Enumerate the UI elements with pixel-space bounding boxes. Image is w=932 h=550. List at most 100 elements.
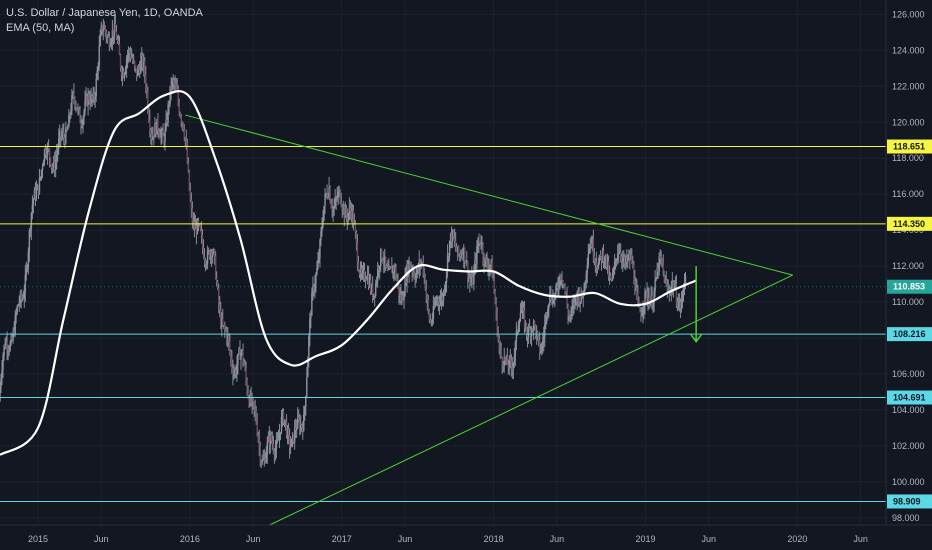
price-tick-label: 126.000 [892, 9, 925, 19]
candle-body [169, 85, 171, 104]
candle-body [612, 269, 615, 274]
candle-body [568, 315, 570, 317]
candle-body [188, 170, 191, 190]
candle-body [263, 457, 265, 461]
level-tag [887, 390, 932, 405]
candle-body [139, 69, 141, 74]
candle-body [288, 435, 291, 448]
candle-body [417, 267, 419, 270]
candle-body [152, 135, 154, 140]
candle-body [43, 149, 46, 162]
candle-body [507, 364, 510, 368]
price-axis[interactable]: 98.000100.000102.000104.000106.000108.00… [892, 9, 925, 522]
candle-body [3, 345, 5, 356]
candle-body [392, 266, 394, 274]
candle-body [572, 302, 574, 308]
candle-body [560, 275, 562, 281]
candle-body [375, 280, 378, 284]
candle-body [96, 70, 98, 79]
candle-body [583, 283, 585, 296]
candle-body [549, 293, 551, 304]
candle-body [462, 254, 464, 259]
candle-body [184, 137, 187, 140]
symbol-title[interactable]: U.S. Dollar / Japanese Yen, 1D, OANDA [6, 7, 203, 19]
candle-body [51, 167, 54, 168]
candle-body [285, 421, 288, 437]
candle-body [78, 108, 80, 111]
candle-body [579, 301, 581, 305]
candle-body [657, 267, 659, 273]
candle-body [643, 304, 645, 311]
indicator-label[interactable]: EMA (50, MA) [6, 22, 75, 34]
candle-body [261, 459, 263, 463]
candle-body [217, 281, 219, 289]
candle-body [92, 93, 94, 100]
candle-body [206, 251, 209, 264]
candle-body [513, 355, 516, 364]
candle-body [327, 196, 329, 198]
candle-body [532, 321, 535, 331]
candle-body [325, 193, 327, 195]
candle-body [632, 263, 634, 265]
candle-body [115, 31, 118, 40]
candle-body [611, 273, 614, 280]
candle-body [380, 249, 382, 267]
candle-body [121, 71, 124, 76]
candle-body [323, 206, 325, 220]
candle-body [680, 301, 683, 309]
candle-body [644, 290, 646, 305]
candle-body [251, 398, 253, 404]
candle-body [439, 300, 442, 305]
candle-body [242, 350, 244, 362]
candle-body [597, 262, 600, 270]
candle-body [165, 119, 167, 130]
candle-body [574, 294, 576, 305]
candle-body [520, 310, 523, 314]
candle-body [440, 296, 443, 301]
candle-body [570, 310, 572, 317]
candle-body [167, 104, 169, 123]
candle-body [322, 219, 324, 227]
candle-body [160, 134, 162, 138]
candle-body [339, 190, 341, 203]
price-axis-panel[interactable] [886, 0, 932, 550]
candle-body [287, 428, 290, 436]
candle-body [387, 267, 389, 271]
candle-body [405, 276, 407, 283]
candle-body [499, 345, 501, 350]
candle-body [435, 301, 438, 302]
candle-body [578, 292, 580, 305]
candle-body [468, 278, 470, 279]
candle-body [34, 189, 37, 199]
current-price-tag [887, 279, 932, 294]
time-tick-label: 2016 [180, 534, 200, 544]
candle-body [90, 95, 92, 104]
candle-body [673, 287, 676, 290]
level-tag [887, 327, 932, 342]
candle-body [81, 125, 83, 126]
candle-body [48, 149, 51, 159]
candle-body [376, 268, 379, 281]
candle-body [395, 267, 397, 278]
candle-body [539, 339, 541, 353]
candle-body [512, 363, 515, 370]
candle-body [398, 284, 400, 296]
level-tag-label: 118.651 [893, 142, 925, 152]
candle-body [94, 96, 96, 99]
candle-body [2, 355, 4, 370]
time-tick-label: Jun [398, 534, 413, 544]
candle-body [614, 259, 617, 262]
candle-body [390, 267, 392, 269]
candle-body [681, 291, 684, 302]
candle-body [626, 257, 628, 263]
candle-body [500, 349, 502, 358]
candle-body [147, 91, 149, 110]
candle-body [75, 104, 77, 108]
candle-body [63, 132, 65, 138]
time-axis[interactable]: 2015 Jun 2016 Jun 2017 Jun 2018 Jun 2019 Jun 2020 J… [28, 534, 868, 544]
candle-body [635, 287, 637, 291]
candle-body [219, 304, 221, 310]
candle-body [227, 335, 229, 340]
candle-body [658, 255, 660, 273]
